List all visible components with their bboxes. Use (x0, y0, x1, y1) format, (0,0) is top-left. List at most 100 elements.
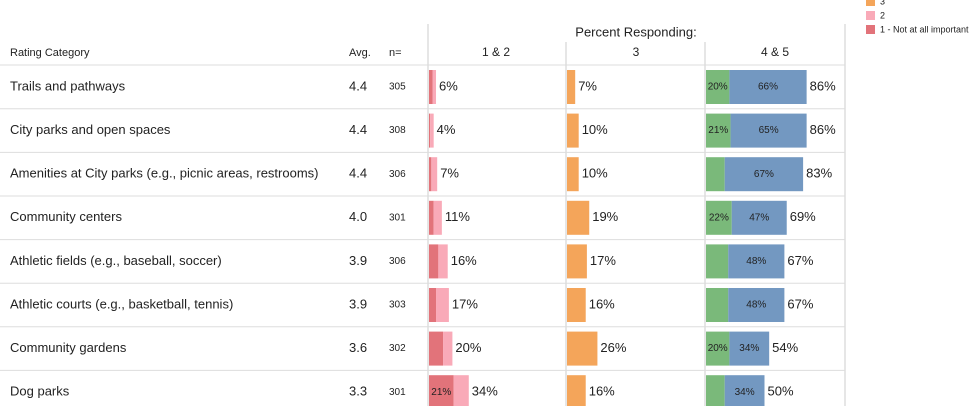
total-label: 83% (806, 166, 832, 181)
bar-segment (567, 288, 586, 322)
avg: 3.3 (349, 384, 367, 399)
bar-segment (567, 70, 576, 104)
n: 303 (389, 300, 406, 311)
bar-segment (430, 113, 434, 148)
avg: 4.0 (349, 209, 367, 224)
total-label: 50% (768, 384, 794, 399)
bar-segment (706, 288, 729, 322)
total-label: 86% (810, 122, 836, 137)
col-header: Rating Category (10, 47, 90, 59)
bar-segment (567, 157, 579, 192)
total-label: 11% (445, 209, 470, 224)
total-label: 7% (578, 78, 597, 93)
total-label: 6% (439, 78, 458, 93)
legend-swatch (866, 11, 875, 20)
bar-segment (724, 375, 765, 406)
total-label: 26% (600, 340, 626, 355)
dividers (427, 24, 846, 406)
col-header: Avg. (349, 47, 371, 59)
segment-label: 47% (749, 212, 769, 223)
bar-segment (429, 200, 434, 235)
bar-segment (433, 200, 442, 235)
bar-segment (729, 70, 807, 104)
segment-label: 21% (431, 387, 451, 398)
total-label: 10% (582, 122, 608, 137)
bar-segment (706, 200, 732, 235)
group-title: Percent Responding: (575, 24, 696, 39)
bar-segment (429, 70, 433, 104)
avg: 3.6 (349, 340, 367, 355)
bar-segment (438, 244, 448, 279)
bar-segment (453, 375, 469, 406)
segment-label: 20% (708, 343, 728, 354)
bar-segment (567, 244, 587, 279)
total-label: 19% (592, 209, 618, 224)
n: 302 (389, 343, 406, 354)
category: Trails and pathways (10, 78, 126, 93)
bar-segment (567, 200, 590, 235)
category: City parks and open spaces (10, 122, 171, 137)
bar-segment (706, 157, 725, 192)
total-label: 67% (787, 253, 813, 268)
segment-label: 21% (708, 125, 728, 136)
bar-segment (429, 288, 437, 322)
bar-segment (567, 113, 579, 148)
legend-label: 2 (880, 10, 885, 20)
total-label: 16% (589, 296, 615, 311)
bar-segment (731, 200, 787, 235)
legend-label: 1 - Not at all important (880, 24, 969, 34)
bar-segment (706, 113, 731, 148)
n: 306 (389, 256, 406, 267)
bar-segment (706, 70, 730, 104)
total-label: 7% (440, 166, 459, 181)
bar-segment (567, 331, 598, 366)
segment-label: 34% (739, 343, 759, 354)
bar-segment (728, 288, 785, 322)
avg: 3.9 (349, 296, 367, 311)
col-header: 3 (633, 45, 640, 59)
total-label: 67% (787, 296, 813, 311)
col-header: n= (389, 47, 402, 59)
bar-segment (429, 157, 432, 192)
segment-label: 48% (746, 300, 766, 311)
bar-segment (567, 375, 586, 406)
avg: 4.4 (349, 166, 367, 181)
total-label: 20% (455, 340, 481, 355)
legend-swatch (866, 25, 875, 34)
bar-segment (728, 244, 785, 279)
total-label: 17% (590, 253, 616, 268)
total-label: 34% (472, 384, 498, 399)
category: Amenities at City parks (e.g., picnic ar… (10, 166, 319, 181)
bar-segment (729, 331, 770, 366)
bar-segment (706, 331, 730, 366)
segment-label: 34% (735, 387, 755, 398)
segment-label: 20% (708, 82, 728, 93)
n: 306 (389, 169, 406, 180)
segment-label: 66% (758, 82, 778, 93)
legend-swatch (866, 0, 875, 6)
bar-segment (431, 157, 438, 192)
n: 301 (389, 387, 406, 398)
bar-segment (706, 375, 725, 406)
bar-segment (443, 331, 453, 366)
category: Athletic fields (e.g., baseball, soccer) (10, 253, 222, 268)
bar-segment (436, 288, 449, 322)
bar-segment (724, 157, 804, 192)
n: 308 (389, 125, 406, 136)
avg: 3.9 (349, 253, 367, 268)
total-label: 4% (437, 122, 456, 137)
total-label: 16% (451, 253, 477, 268)
bar-segment (432, 70, 437, 104)
total-label: 16% (589, 384, 615, 399)
bar-segment (429, 331, 444, 366)
bar-segment (429, 375, 454, 406)
segment-label: 67% (754, 169, 774, 180)
category: Dog parks (10, 384, 70, 399)
total-label: 10% (582, 166, 608, 181)
total-label: 86% (810, 78, 836, 93)
category: Athletic courts (e.g., basketball, tenni… (10, 296, 233, 311)
segment-label: 48% (746, 256, 766, 267)
n: 301 (389, 212, 406, 223)
avg: 4.4 (349, 122, 367, 137)
